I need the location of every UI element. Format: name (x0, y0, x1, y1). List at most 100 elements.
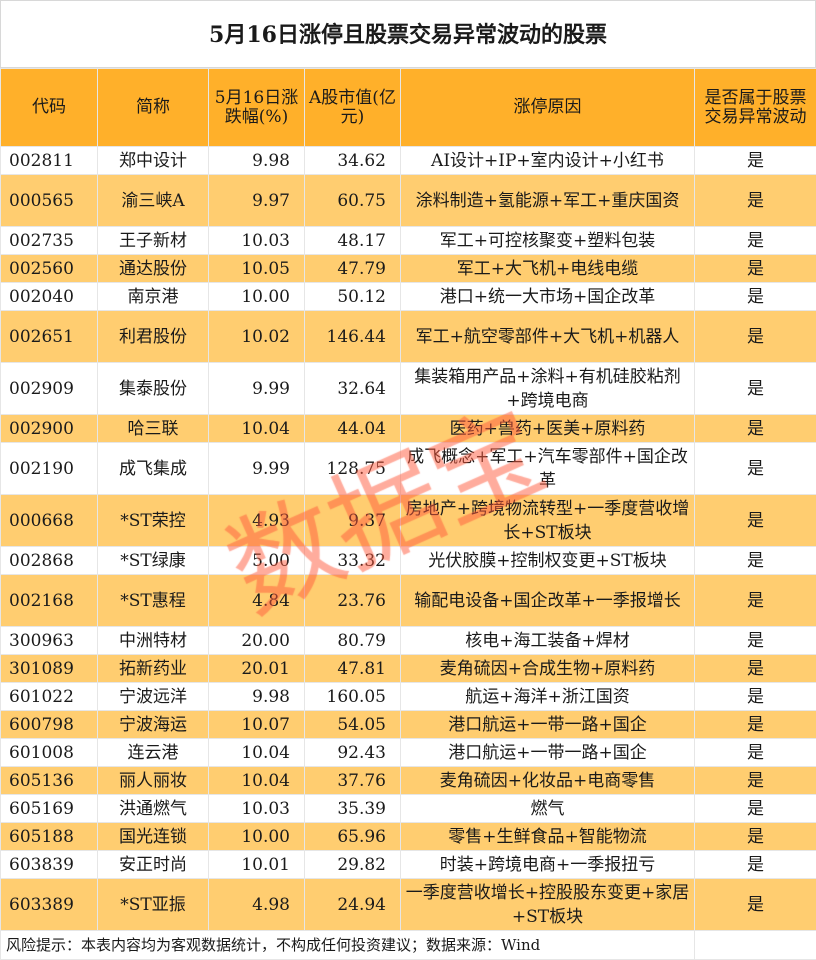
cell-name: *ST绿康 (98, 547, 209, 575)
cell-name: 成飞集成 (98, 443, 209, 495)
cell-change: 10.03 (209, 795, 305, 823)
cell-cap: 9.37 (305, 495, 401, 547)
cell-name: 洪通燃气 (98, 795, 209, 823)
cell-reason: 零售+生鲜食品+智能物流 (401, 823, 695, 851)
cell-name: 丽人丽妆 (98, 767, 209, 795)
cell-reason: 麦角硫因+合成生物+原料药 (401, 655, 695, 683)
cell-abnormal: 是 (695, 255, 816, 283)
cell-change: 10.07 (209, 711, 305, 739)
cell-reason: 房地产+跨境物流转型+一季度营收增长+ST板块 (401, 495, 695, 547)
cell-cap: 47.81 (305, 655, 401, 683)
cell-change: 9.99 (209, 363, 305, 415)
header-change: 5月16日涨跌幅(%) (209, 69, 305, 147)
cell-name: *ST荣控 (98, 495, 209, 547)
header-abnormal: 是否属于股票交易异常波动 (695, 69, 816, 147)
cell-reason: 港口航运+一带一路+国企 (401, 739, 695, 767)
cell-abnormal: 是 (695, 655, 816, 683)
cell-change: 9.97 (209, 175, 305, 227)
cell-reason: 光伏胶膜+控制权变更+ST板块 (401, 547, 695, 575)
cell-abnormal: 是 (695, 415, 816, 443)
cell-reason: 军工+大飞机+电线电缆 (401, 255, 695, 283)
cell-code: 002909 (1, 363, 98, 415)
cell-cap: 47.79 (305, 255, 401, 283)
cell-change: 10.03 (209, 227, 305, 255)
cell-change: 10.04 (209, 767, 305, 795)
cell-change: 20.01 (209, 655, 305, 683)
cell-code: 002560 (1, 255, 98, 283)
cell-reason: 一季度营收增长+控股股东变更+家居+ST板块 (401, 879, 695, 931)
stock-table: 代码 简称 5月16日涨跌幅(%) A股市值(亿元) 涨停原因 是否属于股票交易… (0, 68, 816, 960)
cell-change: 20.00 (209, 627, 305, 655)
cell-code: 605136 (1, 767, 98, 795)
cell-abnormal: 是 (695, 823, 816, 851)
cell-reason: 港口+统一大市场+国企改革 (401, 283, 695, 311)
cell-change: 10.04 (209, 415, 305, 443)
header-reason: 涨停原因 (401, 69, 695, 147)
cell-change: 9.98 (209, 683, 305, 711)
cell-cap: 160.05 (305, 683, 401, 711)
cell-change: 4.98 (209, 879, 305, 931)
cell-code: 002735 (1, 227, 98, 255)
cell-code: 603839 (1, 851, 98, 879)
cell-reason: 涂料制造+氢能源+军工+重庆国资 (401, 175, 695, 227)
cell-abnormal: 是 (695, 495, 816, 547)
cell-change: 9.98 (209, 147, 305, 175)
cell-reason: 输配电设备+国企改革+一季报增长 (401, 575, 695, 627)
cell-cap: 92.43 (305, 739, 401, 767)
cell-name: 利君股份 (98, 311, 209, 363)
cell-code: 002190 (1, 443, 98, 495)
header-cap: A股市值(亿元) (305, 69, 401, 147)
cell-name: 国光连锁 (98, 823, 209, 851)
cell-name: 拓新药业 (98, 655, 209, 683)
cell-code: 002868 (1, 547, 98, 575)
cell-reason: 港口航运+一带一路+国企 (401, 711, 695, 739)
cell-cap: 60.75 (305, 175, 401, 227)
cell-reason: 军工+可控核聚变+塑料包装 (401, 227, 695, 255)
cell-abnormal: 是 (695, 227, 816, 255)
cell-change: 10.00 (209, 283, 305, 311)
cell-code: 605169 (1, 795, 98, 823)
cell-cap: 24.94 (305, 879, 401, 931)
cell-change: 4.93 (209, 495, 305, 547)
cell-abnormal: 是 (695, 795, 816, 823)
cell-abnormal: 是 (695, 739, 816, 767)
cell-change: 4.84 (209, 575, 305, 627)
cell-change: 10.04 (209, 739, 305, 767)
cell-name: 郑中设计 (98, 147, 209, 175)
cell-abnormal: 是 (695, 147, 816, 175)
cell-cap: 23.76 (305, 575, 401, 627)
cell-name: *ST惠程 (98, 575, 209, 627)
cell-name: 安正时尚 (98, 851, 209, 879)
cell-code: 605188 (1, 823, 98, 851)
cell-abnormal: 是 (695, 547, 816, 575)
cell-cap: 33.32 (305, 547, 401, 575)
cell-cap: 35.39 (305, 795, 401, 823)
header-code: 代码 (1, 69, 98, 147)
cell-name: 宁波远洋 (98, 683, 209, 711)
cell-abnormal: 是 (695, 711, 816, 739)
cell-cap: 146.44 (305, 311, 401, 363)
cell-reason: AI设计+IP+室内设计+小红书 (401, 147, 695, 175)
footer-row: 风险提示：本表内容均为客观数据统计，不构成任何投资建议；数据来源：Wind (1, 931, 816, 960)
header-row: 代码 简称 5月16日涨跌幅(%) A股市值(亿元) 涨停原因 是否属于股票交易… (1, 69, 816, 147)
cell-reason: 航运+海洋+浙江国资 (401, 683, 695, 711)
cell-change: 5.00 (209, 547, 305, 575)
cell-code: 603389 (1, 879, 98, 931)
cell-name: 集泰股份 (98, 363, 209, 415)
cell-cap: 80.79 (305, 627, 401, 655)
cell-name: 中洲特材 (98, 627, 209, 655)
cell-cap: 54.05 (305, 711, 401, 739)
cell-abnormal: 是 (695, 879, 816, 931)
cell-code: 000565 (1, 175, 98, 227)
